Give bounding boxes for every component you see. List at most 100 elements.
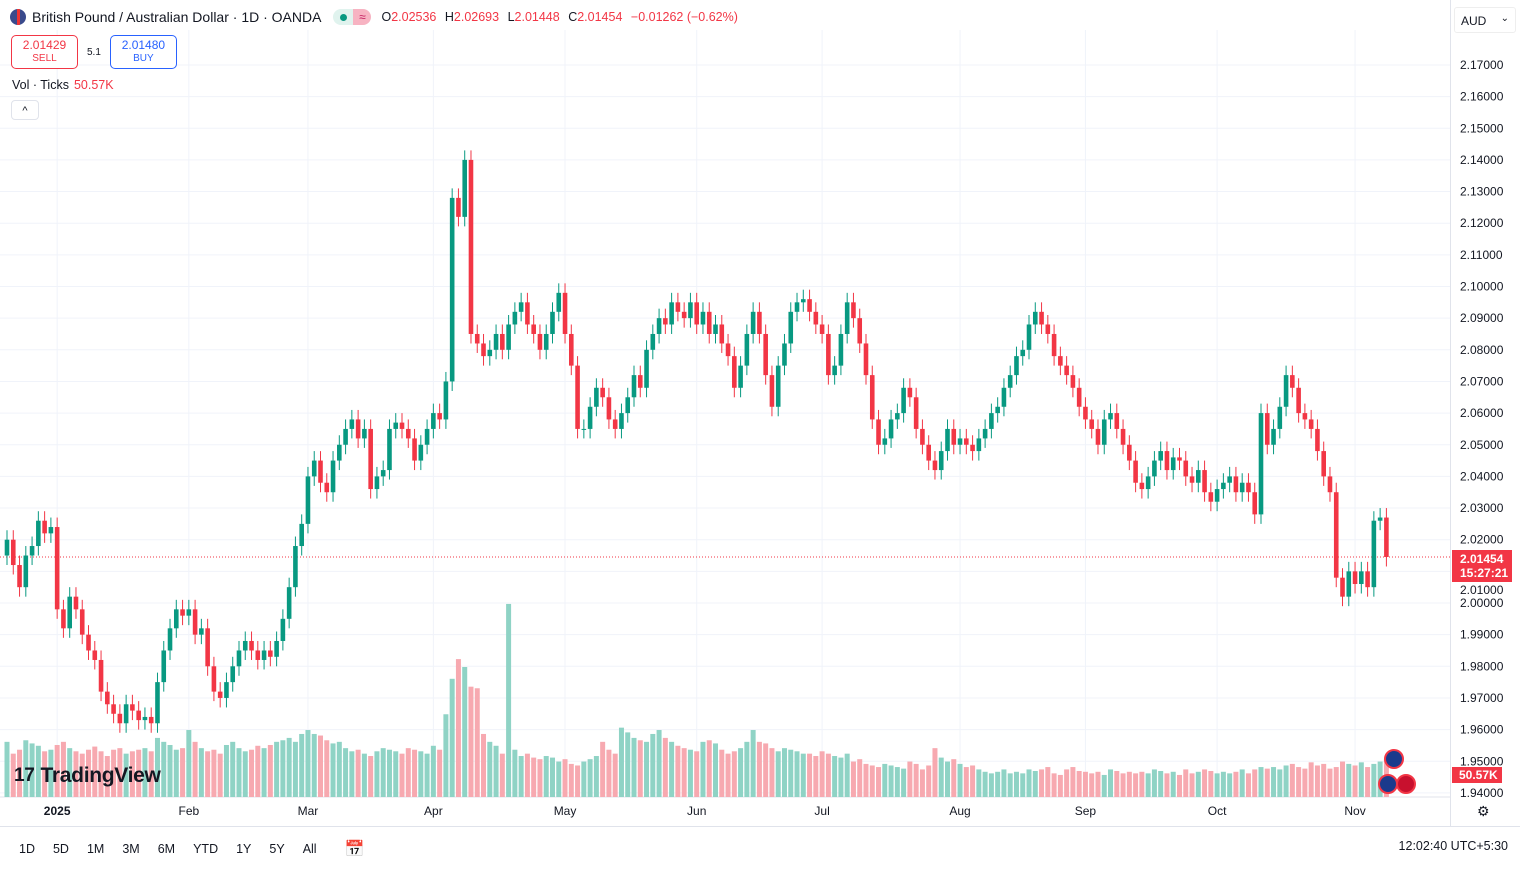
candle-body bbox=[230, 666, 236, 683]
volume-bar bbox=[305, 730, 311, 797]
volume-bar bbox=[1195, 771, 1201, 797]
candle-body bbox=[913, 397, 919, 429]
volume-bar bbox=[67, 748, 73, 797]
close-label: C bbox=[568, 10, 578, 24]
settings-gear-icon[interactable]: ⚙ bbox=[1477, 803, 1490, 819]
volume-bar bbox=[1333, 767, 1339, 797]
volume-bar bbox=[813, 756, 819, 797]
data-delay-icon[interactable]: ≈ bbox=[353, 9, 372, 25]
candle-body bbox=[1152, 460, 1157, 477]
y-tick-label: 2.03000 bbox=[1460, 501, 1504, 515]
price-axis[interactable]: 2.17000 2.16000 2.15000 2.14000 2.13000 2.120… bbox=[1450, 0, 1520, 826]
volume-bar bbox=[318, 735, 323, 797]
volume-bar bbox=[255, 745, 261, 797]
candle-body bbox=[688, 302, 693, 319]
candle-body bbox=[493, 333, 499, 350]
candle-body bbox=[1114, 413, 1120, 429]
price-chart[interactable]: 2025 Feb Mar Apr May Jun Jul Aug Sep Oct Nov bbox=[0, 0, 1450, 826]
sell-price: 2.01429 bbox=[22, 38, 67, 52]
candle-body bbox=[1145, 476, 1151, 490]
buy-button[interactable]: 2.01480 BUY bbox=[109, 35, 177, 69]
volume-bar bbox=[832, 756, 838, 797]
candle-body bbox=[901, 387, 906, 414]
range-all[interactable]: All bbox=[302, 841, 317, 856]
volume-legend[interactable]: Vol · Ticks 50.57K bbox=[12, 78, 114, 92]
volume-bar bbox=[361, 753, 367, 797]
range-ytd[interactable]: YTD bbox=[193, 841, 219, 856]
volume-bar bbox=[744, 741, 750, 797]
volume-bar bbox=[738, 748, 744, 797]
candle-body bbox=[431, 413, 436, 429]
go-to-date-calendar-icon[interactable]: 📅 bbox=[344, 840, 365, 858]
candle-body bbox=[173, 609, 179, 629]
symbol-header: British Pound / Australian Dollar · 1D ·… bbox=[10, 9, 743, 25]
gbp-event-flag-icon[interactable] bbox=[1396, 774, 1416, 794]
volume-bar bbox=[211, 749, 217, 797]
range-6m[interactable]: 6M bbox=[157, 841, 176, 856]
collapse-legend-button[interactable]: ^ bbox=[11, 100, 39, 120]
volume-bar bbox=[988, 773, 994, 797]
candle-body bbox=[67, 596, 72, 629]
range-1y[interactable]: 1Y bbox=[236, 841, 252, 856]
candle-body bbox=[1214, 489, 1220, 502]
candle-body bbox=[763, 333, 768, 376]
volume-bar bbox=[236, 748, 242, 797]
volume-bar bbox=[23, 740, 29, 797]
volume-bar bbox=[556, 761, 562, 797]
candle-body bbox=[224, 682, 229, 698]
market-open-icon[interactable] bbox=[333, 9, 354, 25]
volume-bar bbox=[869, 765, 875, 797]
x-tick-label: Sep bbox=[1075, 804, 1097, 818]
candle-body bbox=[1227, 476, 1232, 483]
sell-button[interactable]: 2.01429 SELL bbox=[11, 35, 78, 69]
candle-body bbox=[330, 460, 336, 493]
y-tick-label: 2.06000 bbox=[1460, 406, 1504, 420]
volume-bar bbox=[769, 748, 775, 797]
volume-bar bbox=[399, 753, 405, 797]
x-tick-label: Aug bbox=[949, 804, 970, 818]
candle-body bbox=[399, 422, 405, 429]
volume-bar bbox=[86, 749, 92, 797]
y-tick-label: 2.14000 bbox=[1460, 153, 1504, 167]
candle-body bbox=[474, 333, 480, 344]
range-3m[interactable]: 3M bbox=[122, 841, 140, 856]
range-1m[interactable]: 1M bbox=[86, 841, 105, 856]
y-tick-label: 2.17000 bbox=[1460, 58, 1504, 72]
volume-bar bbox=[393, 751, 399, 797]
candle-body bbox=[1158, 451, 1163, 461]
low-label: L bbox=[507, 10, 515, 24]
volume-bar bbox=[249, 749, 255, 797]
range-1d[interactable]: 1D bbox=[19, 841, 35, 856]
candle-body bbox=[261, 650, 267, 660]
aud-event-flag-icon[interactable] bbox=[1384, 749, 1404, 769]
candle-body bbox=[945, 428, 950, 452]
currency-select[interactable]: AUD ⌄ bbox=[1454, 7, 1516, 33]
candle-body bbox=[500, 333, 505, 350]
y-tick-label: 2.12000 bbox=[1460, 216, 1504, 230]
symbol-title[interactable]: British Pound / Australian Dollar · 1D ·… bbox=[32, 9, 322, 25]
volume-bar bbox=[1101, 774, 1107, 797]
tradingview-logo[interactable]: 17 TradingView bbox=[14, 764, 161, 788]
candle-body bbox=[982, 428, 988, 439]
clock-timezone[interactable]: 12:02:40 UTC+5:30 bbox=[1398, 839, 1508, 853]
volume-bar bbox=[919, 769, 925, 797]
volume-bar bbox=[1314, 765, 1320, 797]
candle-body bbox=[556, 292, 562, 312]
volume-bar bbox=[1371, 763, 1377, 797]
candle-body bbox=[1020, 349, 1026, 357]
candle-body bbox=[1302, 413, 1308, 420]
aud-event-flag-icon[interactable] bbox=[1378, 774, 1398, 794]
candle-body bbox=[757, 311, 762, 334]
candle-body bbox=[412, 438, 417, 461]
range-5d[interactable]: 5D bbox=[52, 841, 69, 856]
volume-bar bbox=[819, 751, 825, 797]
candle-body bbox=[405, 428, 411, 439]
volume-bar bbox=[104, 756, 110, 797]
volume-bar bbox=[223, 744, 229, 797]
volume-bar bbox=[850, 761, 856, 797]
y-tick-label: 1.95000 bbox=[1460, 754, 1504, 768]
range-5y[interactable]: 5Y bbox=[269, 841, 285, 856]
volume-bar bbox=[995, 771, 1001, 797]
candle-body bbox=[155, 682, 160, 724]
volume-bar bbox=[117, 748, 123, 797]
